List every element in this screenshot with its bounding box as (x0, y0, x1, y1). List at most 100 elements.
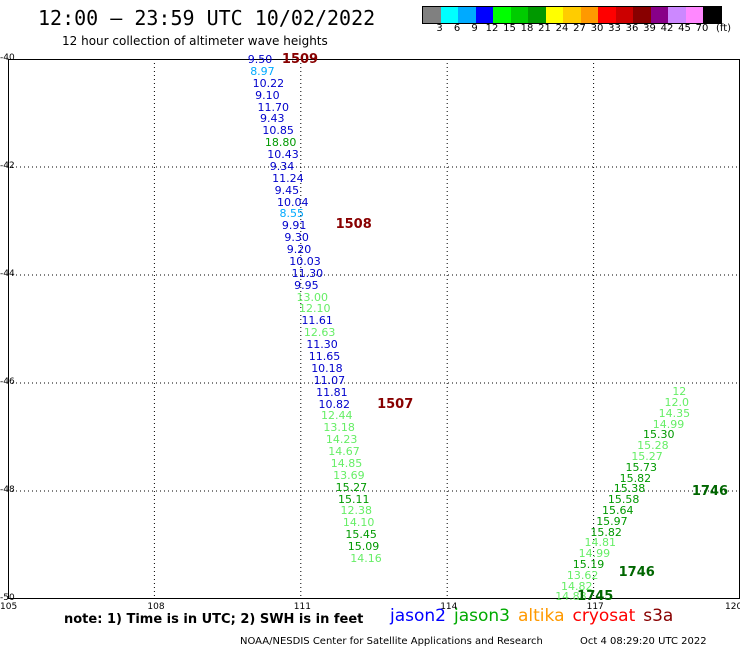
legend-label: 45 (678, 23, 691, 34)
wave-height-value: 14.82 (561, 579, 593, 593)
legend-swatch (440, 7, 458, 23)
legend-label: 9 (471, 23, 478, 34)
wave-height-value: 9.34 (269, 159, 295, 173)
legend-swatch (615, 7, 633, 23)
wave-height-value: 15.27 (335, 480, 368, 494)
wave-height-value: 15.11 (338, 492, 370, 506)
legend-swatch (510, 7, 528, 23)
wave-height-value: 15.73 (625, 460, 657, 474)
wave-height-value: 11.65 (308, 350, 341, 363)
legend-swatch (650, 7, 668, 23)
legend-swatch (685, 7, 703, 23)
legend-label: (ft) (715, 23, 732, 34)
latitude-label: -50 (0, 593, 15, 603)
legend-swatch (580, 7, 598, 23)
legend-label: 33 (608, 23, 621, 34)
pass-time-label: 1509 (281, 52, 319, 67)
wave-height-value: 15.64 (602, 503, 634, 517)
wave-height-value: 10.43 (267, 148, 299, 162)
longitude-label: 114 (440, 602, 458, 612)
wave-height-value: 12.63 (303, 326, 336, 340)
legend-label: 24 (555, 23, 569, 34)
legend-swatch (563, 7, 581, 23)
wave-height-value: 15.82 (590, 525, 622, 539)
legend-label: 30 (590, 23, 604, 34)
page-title: 12:00 — 23:59 UTC 10/02/2022 (38, 6, 376, 30)
footer-note: note: 1) Time is in UTC; 2) SWH is in fe… (64, 612, 364, 627)
satellite-s3a: s3a (643, 606, 674, 626)
footer-timestamp: Oct 4 08:29:20 UTC 2022 (580, 636, 707, 647)
wave-height-value: 12.10 (299, 302, 331, 316)
legend-swatch (475, 7, 493, 23)
wave-height-value: 12.0 (664, 395, 690, 409)
wave-height-value: 9.50 (247, 53, 273, 66)
legend-label: 27 (573, 23, 586, 34)
wave-height-value: 11.30 (306, 338, 338, 352)
wave-height-value: 15.28 (637, 439, 669, 453)
wave-height-legend-labels: 3 6 9 12 15 18 21 24 27 30 33 36 39 42 45 70 (ft) (422, 23, 740, 35)
legend-label: 36 (625, 23, 639, 34)
longitude-label: 120 (725, 602, 740, 612)
wave-height-value: 9.95 (294, 278, 319, 292)
wave-height-value: 18.80 (264, 136, 297, 150)
wave-height-value: 14.10 (342, 516, 375, 530)
legend-swatch (423, 7, 441, 23)
wave-height-value: 10.18 (311, 361, 343, 375)
wave-height-value: 13.62 (566, 568, 599, 582)
wave-height-value: 9.43 (259, 112, 285, 126)
legend-label: 70 (695, 23, 709, 34)
wave-height-value: 14.99 (578, 547, 611, 561)
wave-height-value: 10.85 (262, 124, 294, 138)
wave-height-value: 14.99 (652, 417, 685, 431)
wave-height-value: 9.45 (274, 183, 300, 197)
legend-label: 6 (453, 23, 461, 34)
wave-height-value: 15.58 (607, 493, 640, 507)
wave-height-value: 10.03 (289, 254, 321, 268)
legend-swatch (703, 7, 721, 23)
wave-height-value: 12.38 (340, 504, 372, 518)
longitude-label: 108 (147, 602, 165, 612)
latitude-label: -48 (0, 485, 15, 495)
wave-height-value: 14.88 (555, 590, 587, 604)
longitude-label: 117 (586, 602, 604, 612)
wave-height-value: 9.20 (286, 243, 312, 257)
wave-height-value: 14.23 (325, 433, 358, 447)
satellite-jason2: jason2 (390, 606, 446, 626)
latitude-label: -46 (0, 377, 15, 387)
wave-height-value: 15.09 (347, 540, 380, 554)
pass-time-label: 1745 (577, 589, 614, 605)
legend-label: 3 (436, 23, 443, 34)
wave-height-value: 12 (672, 385, 687, 399)
satellite-jason3: jason3 (454, 606, 510, 626)
wave-height-value: 9.91 (281, 219, 307, 233)
wave-height-value: 11.24 (272, 171, 304, 185)
pass-time-label: 1507 (377, 396, 414, 412)
latitude-label: -44 (0, 269, 15, 279)
wave-height-value: 8.55 (279, 207, 304, 221)
wave-height-value: 13.00 (296, 290, 329, 304)
legend-swatch (458, 7, 476, 23)
wave-height-value: 12.44 (320, 409, 353, 423)
legend-label: 12 (485, 23, 499, 34)
pass-time-label: 1746 (618, 565, 655, 580)
wave-height-value: 15.82 (619, 471, 652, 485)
wave-height-value: 11.61 (301, 314, 333, 328)
wave-height-value: 11.07 (313, 373, 346, 387)
legend-label: 42 (660, 23, 674, 34)
legend-swatch (528, 7, 546, 23)
pass-time-label: 1746 (691, 484, 729, 499)
satellite-legend: jason2 jason3 altika cryosat s3a (390, 606, 681, 626)
wave-height-value: 15.27 (631, 449, 663, 463)
wave-height-value: 14.35 (658, 406, 691, 420)
pass-time-label: 1508 (335, 217, 372, 233)
wave-height-value: 9.30 (284, 231, 309, 245)
longitude-label: 111 (293, 602, 311, 612)
wave-height-value: 10.04 (277, 195, 309, 209)
footer-credit: NOAA/NESDIS Center for Satellite Applica… (240, 636, 543, 647)
wave-height-value: 14.67 (328, 445, 360, 459)
wave-height-value: 14.16 (350, 551, 382, 565)
legend-swatch (598, 7, 616, 23)
satellite-altika: altika (518, 606, 565, 626)
latitude-label: -40 (0, 53, 15, 63)
wave-height-value: 15.19 (572, 557, 605, 571)
